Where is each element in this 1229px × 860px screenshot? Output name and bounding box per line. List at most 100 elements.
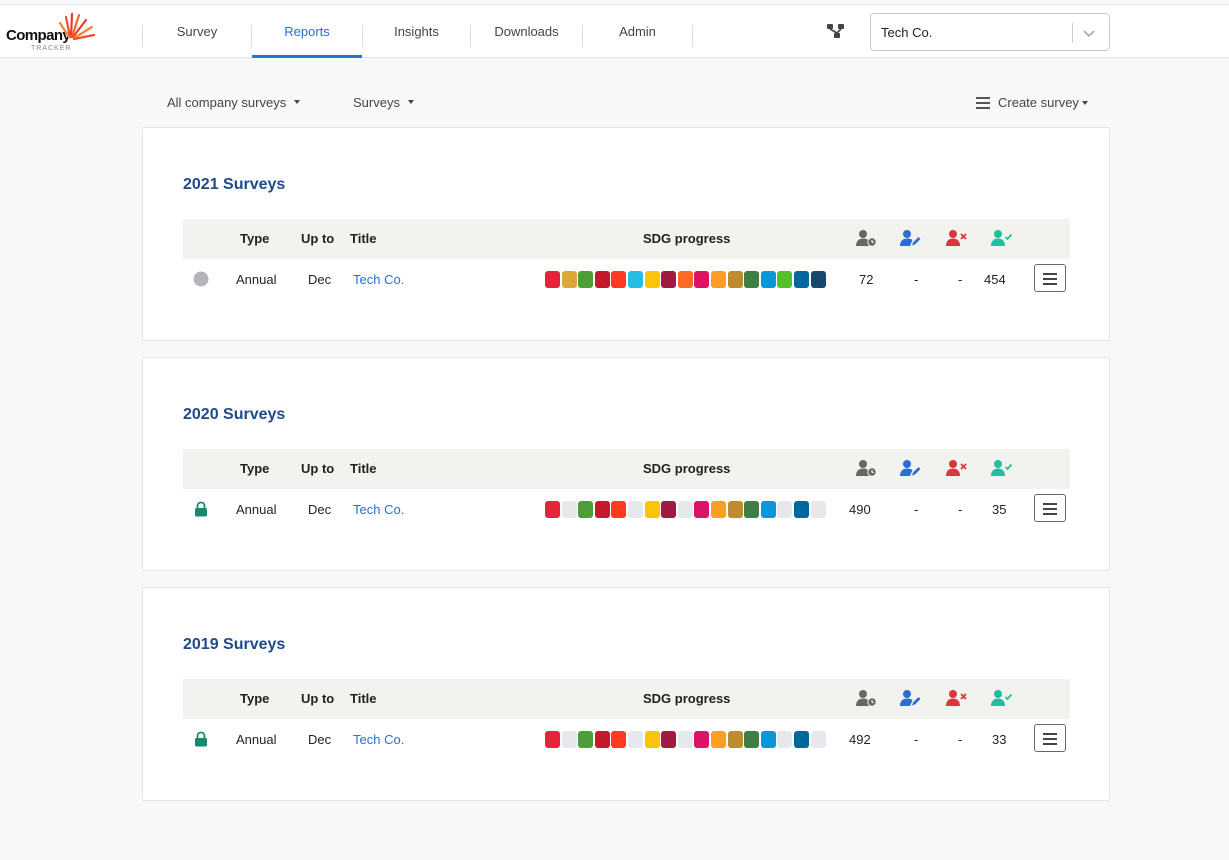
company-select[interactable]: Tech Co. bbox=[870, 13, 1110, 51]
sdg-goal-6-square[interactable] bbox=[627, 731, 643, 748]
sdg-goal-16-square[interactable] bbox=[793, 731, 809, 748]
sdg-goal-3-square[interactable] bbox=[578, 501, 594, 518]
sdg-goal-10-square[interactable] bbox=[694, 271, 710, 288]
select-divider bbox=[1072, 23, 1073, 43]
user-edit-icon bbox=[900, 230, 921, 246]
sdg-goal-4-square[interactable] bbox=[594, 271, 610, 288]
lock-icon bbox=[195, 731, 207, 747]
company-tracker-logo[interactable]: Company TRACKER bbox=[6, 11, 98, 55]
sdg-goal-8-square[interactable] bbox=[661, 271, 677, 288]
sdg-goal-14-square[interactable] bbox=[760, 271, 776, 288]
nav-divider bbox=[470, 25, 471, 47]
nav-tab-insights[interactable]: Insights bbox=[394, 24, 439, 39]
sdg-goal-15-square[interactable] bbox=[777, 731, 793, 748]
nav-divider bbox=[692, 25, 693, 47]
sdg-goal-1-square[interactable] bbox=[545, 731, 560, 748]
table-row[interactable]: Annual Dec Tech Co. 72 - - 454 bbox=[183, 259, 1070, 301]
surveys-dropdown[interactable]: Surveys bbox=[353, 95, 414, 110]
company-select-value: Tech Co. bbox=[881, 25, 933, 40]
survey-year-title: 2019 Surveys bbox=[183, 636, 286, 653]
sdg-goal-1-square[interactable] bbox=[545, 271, 560, 288]
col-sdg-progress: SDG progress bbox=[643, 461, 731, 476]
sdg-goal-7-square[interactable] bbox=[644, 271, 660, 288]
sdg-goal-3-square[interactable] bbox=[578, 731, 594, 748]
edited-count: - bbox=[914, 732, 919, 747]
sdg-goal-17-square[interactable] bbox=[810, 271, 826, 288]
row-menu-button[interactable] bbox=[1034, 264, 1066, 292]
sdg-goal-15-square[interactable] bbox=[777, 501, 793, 518]
sdg-goal-11-square[interactable] bbox=[710, 271, 726, 288]
sdg-goal-8-square[interactable] bbox=[661, 731, 677, 748]
sdg-goal-9-square[interactable] bbox=[677, 731, 693, 748]
survey-title-link[interactable]: Tech Co. bbox=[353, 272, 405, 287]
sdg-goal-11-square[interactable] bbox=[710, 501, 726, 518]
sdg-goal-1-square[interactable] bbox=[545, 501, 560, 518]
sdg-goal-6-square[interactable] bbox=[627, 501, 643, 518]
user-edit-icon bbox=[900, 690, 921, 706]
sdg-goal-3-square[interactable] bbox=[578, 271, 594, 288]
sdg-goal-16-square[interactable] bbox=[793, 271, 809, 288]
sdg-progress-bar bbox=[545, 731, 827, 748]
survey-up-to: Dec bbox=[308, 502, 332, 517]
survey-title-link[interactable]: Tech Co. bbox=[353, 502, 405, 517]
sdg-goal-12-square[interactable] bbox=[727, 271, 743, 288]
sdg-goal-13-square[interactable] bbox=[744, 271, 760, 288]
sdg-goal-13-square[interactable] bbox=[744, 731, 760, 748]
user-verified-icon bbox=[991, 690, 1012, 706]
sdg-goal-15-square[interactable] bbox=[777, 271, 793, 288]
sdg-goal-4-square[interactable] bbox=[594, 731, 610, 748]
row-menu-button[interactable] bbox=[1034, 724, 1066, 752]
table-row[interactable]: Annual Dec Tech Co. 490 - - 35 bbox=[183, 489, 1070, 531]
sdg-goal-8-square[interactable] bbox=[661, 501, 677, 518]
table-row[interactable]: Annual Dec Tech Co. 492 - - 33 bbox=[183, 719, 1070, 761]
sdg-goal-16-square[interactable] bbox=[793, 501, 809, 518]
col-sdg-progress: SDG progress bbox=[643, 691, 731, 706]
nav-tab-reports[interactable]: Reports bbox=[252, 5, 362, 58]
sdg-goal-17-square[interactable] bbox=[810, 731, 826, 748]
sdg-goal-4-square[interactable] bbox=[594, 501, 610, 518]
sdg-goal-9-square[interactable] bbox=[677, 501, 693, 518]
create-survey-dropdown[interactable]: Create survey bbox=[976, 95, 1088, 110]
sdg-goal-14-square[interactable] bbox=[760, 501, 776, 518]
nav-tab-admin[interactable]: Admin bbox=[619, 24, 656, 39]
sdg-goal-12-square[interactable] bbox=[727, 501, 743, 518]
survey-up-to: Dec bbox=[308, 272, 332, 287]
user-clock-icon bbox=[856, 230, 877, 247]
survey-title-link[interactable]: Tech Co. bbox=[353, 732, 405, 747]
sdg-goal-13-square[interactable] bbox=[744, 501, 760, 518]
caret-down-icon bbox=[1081, 100, 1088, 105]
list-icon bbox=[976, 96, 990, 109]
all-company-surveys-dropdown[interactable]: All company surveys bbox=[167, 95, 301, 110]
sdg-goal-2-square[interactable] bbox=[561, 731, 577, 748]
nav-tab-downloads[interactable]: Downloads bbox=[494, 24, 559, 39]
edited-count: - bbox=[914, 272, 919, 287]
col-type: Type bbox=[240, 231, 270, 246]
sdg-goal-5-square[interactable] bbox=[611, 731, 627, 748]
verified-count: 454 bbox=[984, 272, 1006, 287]
sdg-goal-11-square[interactable] bbox=[710, 731, 726, 748]
sdg-goal-10-square[interactable] bbox=[694, 731, 710, 748]
sdg-progress-bar bbox=[545, 501, 827, 518]
edited-count: - bbox=[914, 502, 919, 517]
caret-down-icon bbox=[407, 100, 414, 104]
sdg-goal-2-square[interactable] bbox=[561, 501, 577, 518]
sdg-goal-2-square[interactable] bbox=[561, 271, 577, 288]
sdg-goal-5-square[interactable] bbox=[611, 271, 627, 288]
sdg-goal-7-square[interactable] bbox=[644, 731, 660, 748]
sdg-goal-9-square[interactable] bbox=[677, 271, 693, 288]
sdg-goal-5-square[interactable] bbox=[611, 501, 627, 518]
sdg-goal-7-square[interactable] bbox=[644, 501, 660, 518]
org-tree-icon[interactable] bbox=[826, 22, 846, 40]
survey-year-card: 2020 Surveys Type Up to Title SDG progre… bbox=[142, 357, 1110, 571]
sdg-goal-12-square[interactable] bbox=[727, 731, 743, 748]
logo-word: Company bbox=[6, 27, 71, 44]
sdg-goal-14-square[interactable] bbox=[760, 731, 776, 748]
user-verified-icon bbox=[991, 230, 1012, 246]
col-sdg-progress: SDG progress bbox=[643, 231, 731, 246]
row-menu-button[interactable] bbox=[1034, 494, 1066, 522]
sdg-goal-6-square[interactable] bbox=[627, 271, 643, 288]
nav-tab-survey[interactable]: Survey bbox=[176, 24, 218, 39]
sdg-goal-10-square[interactable] bbox=[694, 501, 710, 518]
top-navbar: Company TRACKER Survey Reports Insights … bbox=[0, 4, 1229, 58]
sdg-goal-17-square[interactable] bbox=[810, 501, 826, 518]
